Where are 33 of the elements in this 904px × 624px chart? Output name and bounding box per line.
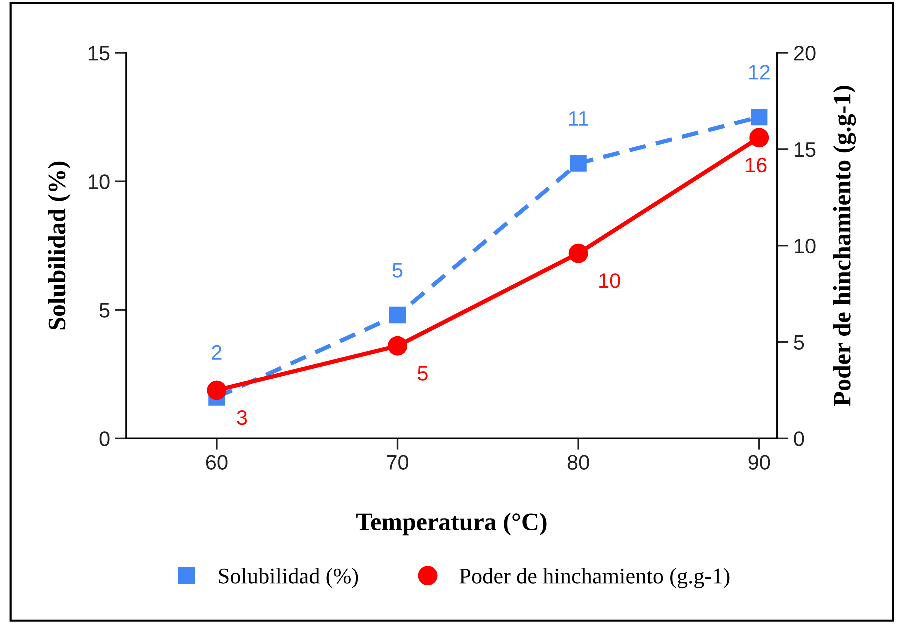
y-tick-label: 0 — [100, 432, 110, 446]
data-label: 5 — [392, 263, 403, 278]
y-axis-title: Solubilidad (%) — [48, 162, 71, 330]
legend-label: Solubilidad (%) — [219, 568, 358, 588]
point — [207, 380, 227, 400]
y2-tick-label: 15 — [795, 142, 816, 158]
x-tick-label: 70 — [387, 455, 409, 470]
y2-tick-label: 0 — [794, 432, 804, 446]
point — [388, 336, 408, 356]
y-tick-label: 15 — [89, 46, 110, 61]
point — [570, 155, 587, 172]
y-tick-label: 5 — [100, 303, 110, 318]
data-label: 5 — [418, 366, 428, 381]
data-label: 12 — [749, 65, 770, 80]
data-label: 11 — [569, 112, 588, 126]
x-tick-label: 90 — [748, 455, 770, 470]
point — [389, 306, 406, 324]
x-tick-label: 80 — [568, 455, 590, 470]
x-tick-label: 60 — [206, 455, 228, 470]
point — [568, 244, 588, 264]
data-label: 2 — [212, 345, 222, 360]
point — [750, 128, 770, 148]
data-label: 10 — [600, 274, 620, 288]
y2-tick-label: 10 — [795, 238, 816, 254]
legend-label: Poder de hinchamiento (g.g-1) — [460, 568, 730, 588]
y2-tick-label: 5 — [794, 335, 804, 350]
y2-tick-label: 20 — [794, 46, 816, 61]
point — [751, 108, 768, 126]
data-label: 16 — [746, 158, 767, 173]
y2-axis-title: Poder de hinchamiento (g.g-1) — [833, 86, 856, 406]
y-tick-label: 10 — [89, 174, 110, 190]
x-axis-title: Temperatura (°C) — [356, 512, 547, 536]
data-label: 3 — [237, 410, 248, 426]
